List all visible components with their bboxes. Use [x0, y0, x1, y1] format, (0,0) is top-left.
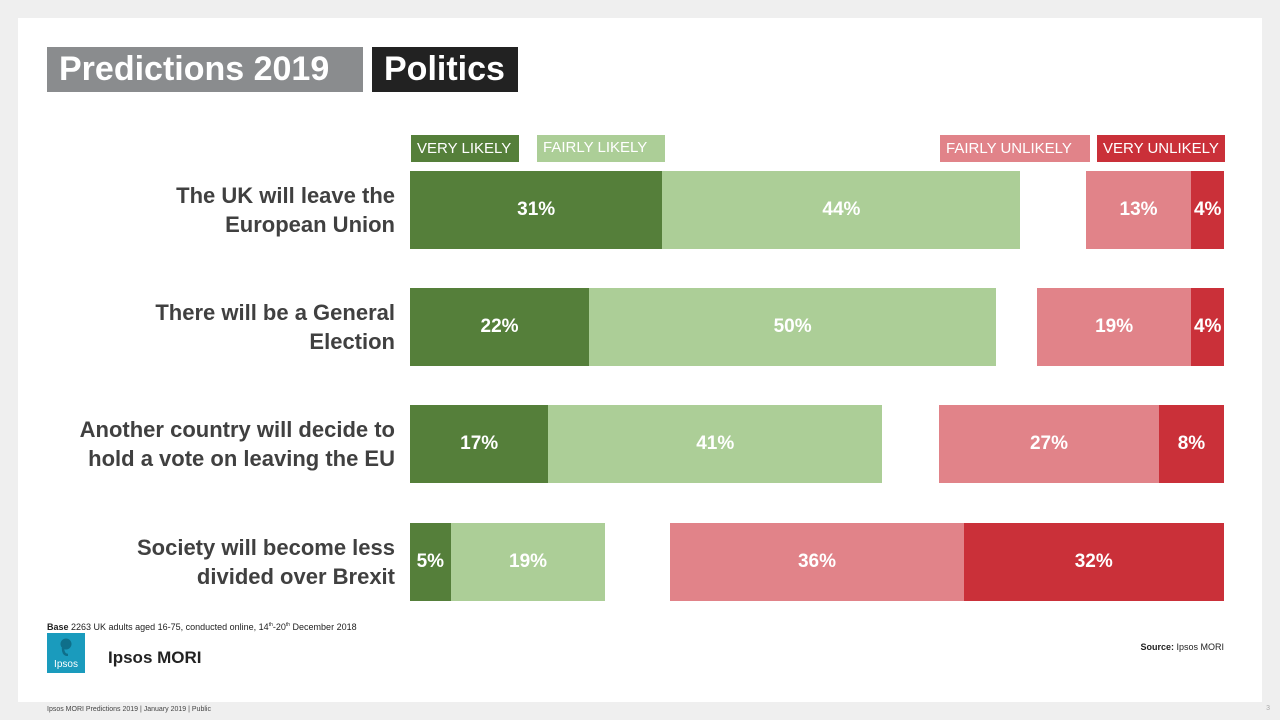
- row-label-line: There will be a General: [155, 300, 395, 325]
- data-label: 19%: [509, 551, 548, 572]
- slide: Predictions 2019 Politics VERY LIKELY FA…: [18, 18, 1262, 702]
- logo-text: Ipsos: [54, 659, 78, 670]
- data-label: 4%: [1193, 199, 1222, 220]
- bar-fairly-likely: 44%: [662, 171, 1021, 249]
- bar-fairly-likely: 50%: [589, 288, 997, 366]
- row-label-line: Another country will decide to: [79, 417, 395, 442]
- data-label: 19%: [1095, 316, 1134, 337]
- bar-very-unlikely: 8%: [1158, 405, 1224, 483]
- data-label: 5%: [416, 551, 445, 572]
- bar-very-unlikely: 4%: [1191, 288, 1224, 366]
- data-label: 8%: [1177, 433, 1206, 454]
- row-label-line: Election: [309, 329, 395, 354]
- row-label: The UK will leave the European Union: [15, 181, 395, 239]
- base-mid: -20: [272, 622, 286, 632]
- row-label: Another country will decide to hold a vot…: [15, 415, 395, 473]
- bar-fairly-unlikely: 19%: [1036, 288, 1192, 366]
- bar-very-unlikely: 4%: [1191, 171, 1224, 249]
- bar-very-likely: 17%: [410, 405, 549, 483]
- data-label: 44%: [822, 199, 861, 220]
- legend-fairly-unlikely: FAIRLY UNLIKELY: [940, 135, 1090, 162]
- source-text: Ipsos MORI: [1176, 642, 1224, 652]
- legend-fairly-likely: FAIRLY LIKELY: [537, 135, 665, 162]
- data-label: 36%: [797, 551, 836, 572]
- source-note: Source: Ipsos MORI: [1140, 642, 1224, 652]
- base-note: Base 2263 UK adults aged 16-75, conducte…: [47, 622, 357, 632]
- bar-fairly-likely: 41%: [548, 405, 883, 483]
- base-sup-2: th: [285, 622, 291, 628]
- data-label: 4%: [1193, 316, 1222, 337]
- data-label: 50%: [773, 316, 812, 337]
- bar-very-likely: 22%: [410, 288, 590, 366]
- base-sup-1: th: [268, 622, 273, 628]
- legend-very-unlikely: VERY UNLIKELY: [1097, 135, 1225, 162]
- page-number: 3: [1266, 705, 1270, 712]
- bar-very-likely: 31%: [410, 171, 663, 249]
- row-label-line: divided over Brexit: [196, 564, 395, 589]
- row-label: There will be a General Election: [15, 298, 395, 356]
- bar-fairly-unlikely: 13%: [1085, 171, 1192, 249]
- data-label: 31%: [517, 199, 556, 220]
- bar-fairly-unlikely: 36%: [670, 523, 964, 601]
- data-label: 17%: [460, 433, 499, 454]
- footer: Ipsos MORI Predictions 2019 | January 20…: [47, 706, 211, 713]
- base-end: December 2018: [290, 622, 357, 632]
- data-label: 22%: [480, 316, 519, 337]
- source-label: Source:: [1140, 642, 1174, 652]
- row-label-line: hold a vote on leaving the EU: [88, 446, 395, 471]
- row-label: Society will become less divided over Bre…: [15, 533, 395, 591]
- ipsos-logo-mark-icon: [60, 638, 72, 656]
- base-label: Base: [47, 622, 69, 632]
- base-text: 2263 UK adults aged 16-75, conducted onl…: [71, 622, 269, 632]
- ipsos-logo: Ipsos: [47, 633, 85, 673]
- bar-fairly-unlikely: 27%: [939, 405, 1159, 483]
- bar-very-unlikely: 32%: [963, 523, 1224, 601]
- bar-fairly-likely: 19%: [450, 523, 606, 601]
- bar-very-likely: 5%: [410, 523, 451, 601]
- data-label: 32%: [1074, 551, 1113, 572]
- data-label: 13%: [1119, 199, 1158, 220]
- row-label-line: The UK will leave the: [176, 183, 395, 208]
- legend-very-likely: VERY LIKELY: [411, 135, 519, 162]
- brand-name: Ipsos MORI: [108, 648, 202, 667]
- data-label: 41%: [696, 433, 735, 454]
- row-label-line: European Union: [225, 212, 395, 237]
- data-label: 27%: [1029, 433, 1068, 454]
- row-label-line: Society will become less: [136, 535, 395, 560]
- page-title: Predictions 2019: [47, 47, 363, 92]
- topic-title: Politics: [372, 47, 518, 92]
